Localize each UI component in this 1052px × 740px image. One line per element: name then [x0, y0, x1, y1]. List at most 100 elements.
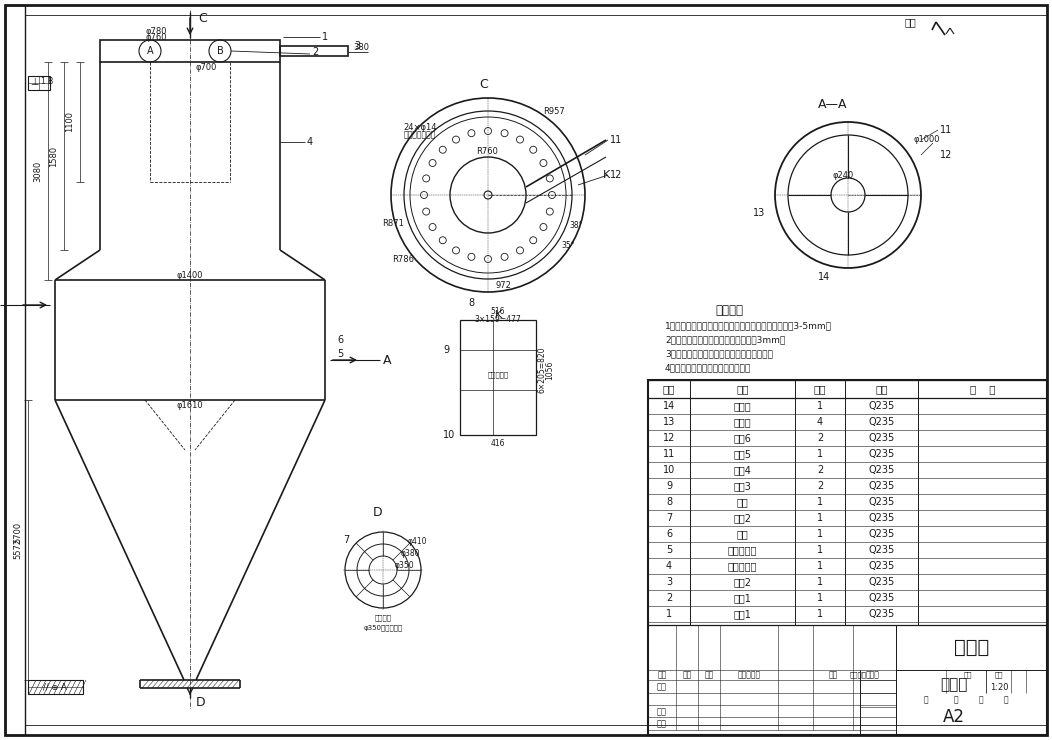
Text: 1 B: 1 B — [41, 78, 54, 87]
Text: 外圆筒上部: 外圆筒上部 — [728, 561, 757, 571]
Text: Q235: Q235 — [868, 529, 894, 539]
Text: Q235: Q235 — [868, 609, 894, 619]
Text: 其余: 其余 — [905, 17, 916, 27]
Text: 2: 2 — [816, 465, 823, 475]
Text: A2: A2 — [943, 708, 965, 726]
Text: 10: 10 — [663, 465, 675, 475]
Text: 更改文件号: 更改文件号 — [737, 670, 761, 679]
Text: 标记: 标记 — [658, 670, 667, 679]
Text: 14: 14 — [818, 272, 830, 282]
Bar — [280, 46, 348, 56]
Text: B: B — [217, 46, 223, 56]
Text: 1: 1 — [322, 32, 328, 42]
Text: R760: R760 — [476, 147, 498, 155]
Text: K: K — [603, 170, 610, 180]
Text: 1: 1 — [817, 529, 823, 539]
Text: 416: 416 — [490, 440, 505, 448]
Text: 法兰2: 法兰2 — [733, 513, 751, 523]
Text: 516: 516 — [490, 308, 505, 317]
Text: 序号: 序号 — [663, 384, 675, 394]
Text: 共: 共 — [924, 696, 928, 704]
Text: 批制: 批制 — [995, 672, 1004, 679]
Text: 旋风筒: 旋风筒 — [939, 678, 967, 693]
Text: 12: 12 — [610, 170, 623, 180]
Text: 反吹屏: 反吹屏 — [733, 401, 751, 411]
Bar — [28, 680, 83, 694]
Text: 4: 4 — [666, 561, 672, 571]
Text: 1: 1 — [817, 513, 823, 523]
Text: 普查章记: 普查章记 — [850, 672, 867, 679]
Text: Q235: Q235 — [868, 577, 894, 587]
Text: φ780: φ780 — [145, 27, 166, 36]
Text: 1: 1 — [817, 577, 823, 587]
Text: 钢板2: 钢板2 — [733, 577, 751, 587]
Text: 6: 6 — [337, 335, 343, 345]
Text: 2: 2 — [666, 593, 672, 603]
Text: 图量: 图量 — [964, 672, 972, 679]
Text: 组焊件: 组焊件 — [954, 637, 989, 656]
Text: 备    注: 备 注 — [970, 384, 995, 394]
Text: 外圆筒下部: 外圆筒下部 — [728, 545, 757, 555]
Text: 钢板4: 钢板4 — [733, 465, 751, 475]
Text: 1: 1 — [666, 609, 672, 619]
Text: C: C — [198, 12, 207, 24]
Text: 1: 1 — [817, 545, 823, 555]
Text: D: D — [373, 505, 383, 519]
Text: 支撑板: 支撑板 — [733, 417, 751, 427]
Bar — [100, 40, 280, 62]
Text: 数量: 数量 — [814, 384, 826, 394]
Text: 24×φ14: 24×φ14 — [403, 123, 437, 132]
Text: 2: 2 — [312, 47, 319, 57]
Text: D: D — [196, 696, 205, 708]
Text: 380: 380 — [353, 44, 369, 53]
Text: 1056: 1056 — [546, 360, 554, 380]
Text: R957: R957 — [543, 107, 565, 116]
Text: Q235: Q235 — [868, 497, 894, 507]
Text: 7: 7 — [666, 513, 672, 523]
Text: 2: 2 — [816, 433, 823, 443]
Text: A: A — [383, 354, 391, 366]
Text: 3、焊接前所有焊缝进行除锈和去毛刺处理；: 3、焊接前所有焊缝进行除锈和去毛刺处理； — [665, 349, 773, 358]
Text: 38°: 38° — [569, 221, 583, 229]
Text: Q235: Q235 — [868, 433, 894, 443]
Text: 10: 10 — [443, 430, 456, 440]
Text: φ240: φ240 — [832, 170, 853, 180]
Text: 法兰1: 法兰1 — [733, 609, 751, 619]
Text: φ350: φ350 — [394, 560, 414, 570]
Text: Q235: Q235 — [868, 401, 894, 411]
Text: 材料: 材料 — [875, 384, 888, 394]
Text: 量: 量 — [1004, 696, 1008, 704]
Text: φ760: φ760 — [145, 33, 166, 42]
Text: 5: 5 — [337, 349, 343, 359]
Text: Q235: Q235 — [868, 465, 894, 475]
Text: 均匀布置螺栓孔: 均匀布置螺栓孔 — [404, 130, 437, 140]
Text: 技术要求: 技术要求 — [715, 303, 743, 317]
Text: 年月日: 年月日 — [866, 670, 879, 679]
Text: 5572: 5572 — [13, 537, 22, 559]
Text: 35°: 35° — [561, 240, 574, 249]
Text: Q235: Q235 — [868, 417, 894, 427]
Text: ⊥: ⊥ — [31, 77, 39, 87]
Text: 1100: 1100 — [65, 112, 74, 132]
Text: 13: 13 — [663, 417, 675, 427]
Text: 签名: 签名 — [828, 670, 837, 679]
Text: 顶盖: 顶盖 — [736, 497, 748, 507]
Bar — [28, 76, 50, 90]
Text: 5700: 5700 — [13, 522, 22, 542]
Text: 1580: 1580 — [49, 146, 58, 166]
Text: 12: 12 — [940, 150, 952, 160]
Text: 钢板6: 钢板6 — [733, 433, 751, 443]
Text: 4: 4 — [817, 417, 823, 427]
Text: Q235: Q235 — [868, 561, 894, 571]
Text: 3: 3 — [355, 41, 360, 51]
Text: 冲上部痘孔: 冲上部痘孔 — [487, 371, 508, 378]
Text: 11: 11 — [940, 125, 952, 135]
Text: 1: 1 — [817, 449, 823, 459]
Bar — [648, 380, 1047, 735]
Text: A: A — [146, 46, 154, 56]
Text: 3080: 3080 — [33, 161, 42, 181]
Text: 处数: 处数 — [683, 670, 691, 679]
Text: 量: 量 — [954, 696, 958, 704]
Text: 6×205=820: 6×205=820 — [538, 347, 546, 393]
Text: 2、焊后整形，筒体不圆度误差不大于3mm；: 2、焊后整形，筒体不圆度误差不大于3mm； — [665, 335, 785, 345]
